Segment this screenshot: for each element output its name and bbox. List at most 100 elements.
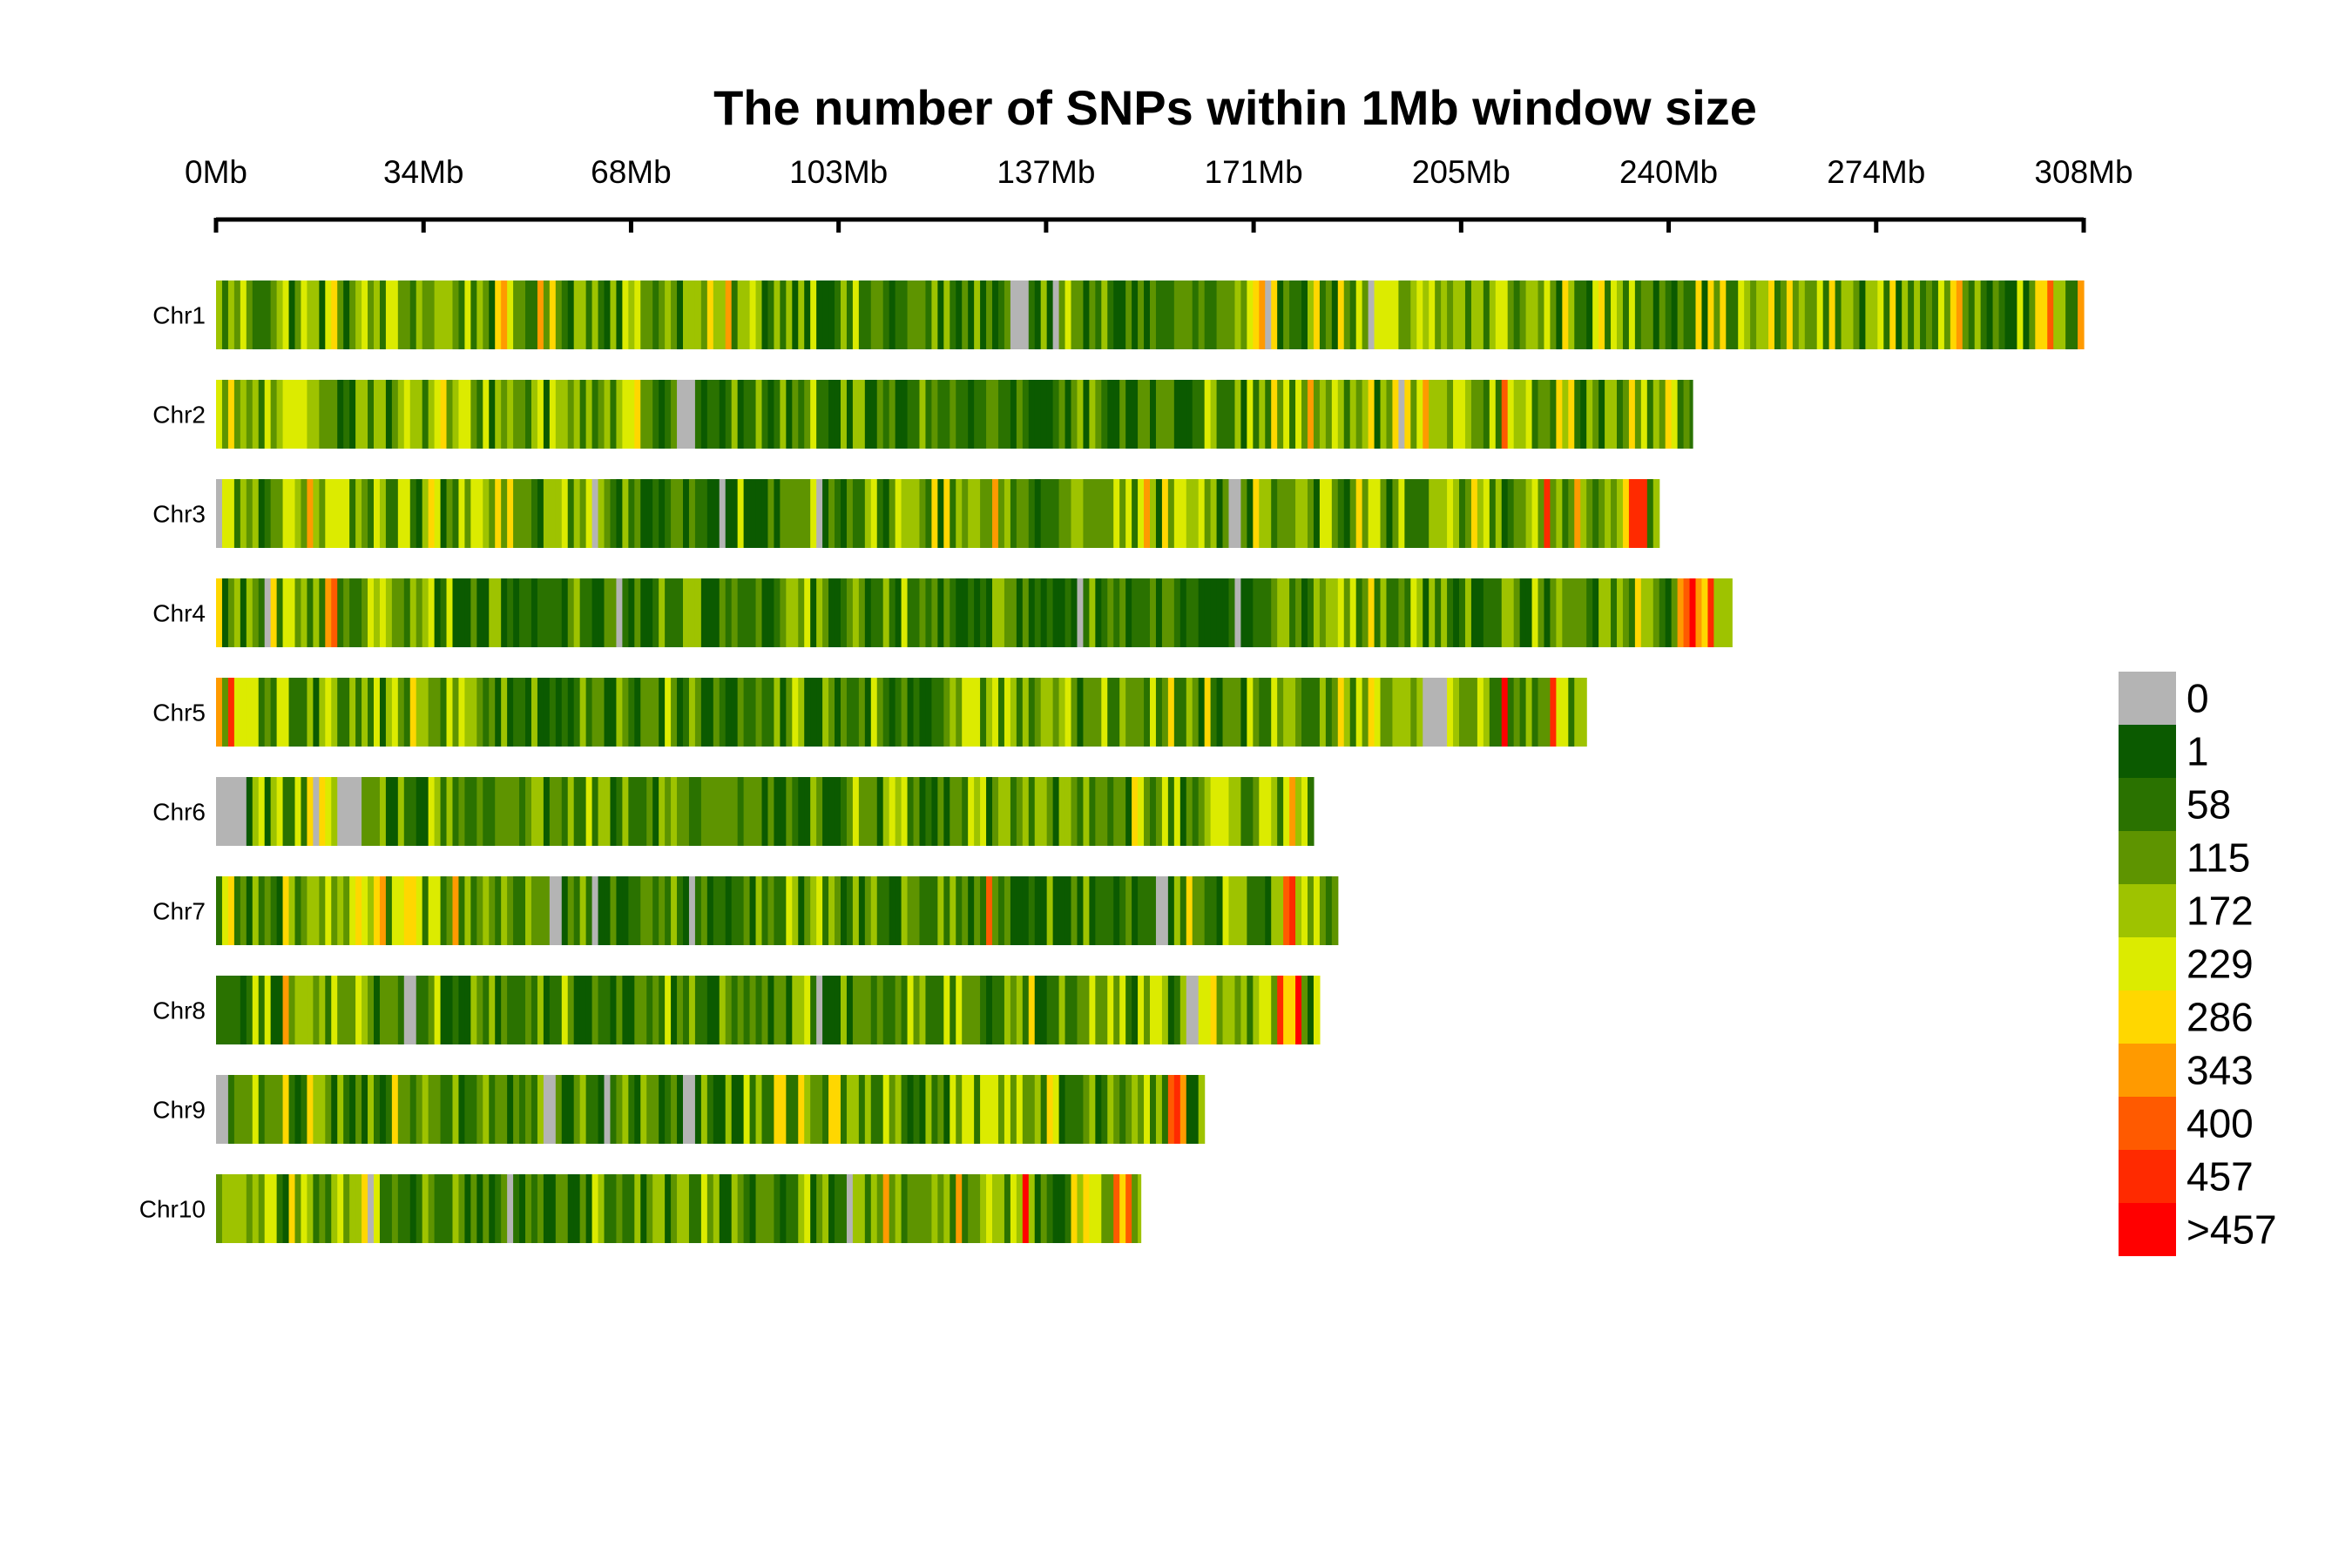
snp-window-cell <box>604 976 612 1044</box>
snp-window-cell <box>622 1075 629 1144</box>
snp-window-cell <box>440 678 448 747</box>
snp-window-cell <box>294 479 302 548</box>
snp-window-cell <box>233 876 241 945</box>
snp-window-cell <box>422 280 429 349</box>
snp-window-cell <box>446 578 454 647</box>
snp-window-cell <box>579 280 587 349</box>
snp-window-cell <box>700 479 708 548</box>
snp-window-cell <box>246 280 253 349</box>
snp-window-cell <box>1531 280 1539 349</box>
snp-window-cell <box>835 479 841 548</box>
snp-window-cell <box>567 1174 575 1243</box>
snp-window-cell <box>246 1174 253 1243</box>
snp-window-cell <box>428 380 436 449</box>
snp-window-cell <box>349 380 356 449</box>
snp-window-cell <box>1617 578 1624 647</box>
snp-window-cell <box>1210 678 1218 747</box>
snp-window-cell <box>1398 280 1405 349</box>
snp-window-cell <box>507 777 514 846</box>
snp-window-cell <box>233 976 241 1044</box>
snp-window-cell <box>513 876 520 945</box>
snp-window-cell <box>1920 280 1927 349</box>
snp-window-cell <box>501 578 508 647</box>
snp-window-cell <box>1483 280 1490 349</box>
snp-window-cell <box>1107 380 1114 449</box>
snp-window-cell <box>604 777 612 846</box>
snp-window-cell <box>276 479 284 548</box>
snp-window-cell <box>483 976 490 1044</box>
snp-window-cell <box>531 1174 538 1243</box>
snp-window-cell <box>489 876 496 945</box>
snp-window-cell <box>1568 479 1575 548</box>
snp-window-cell <box>895 380 902 449</box>
snp-window-cell <box>882 479 890 548</box>
snp-window-cell <box>962 678 969 747</box>
snp-window-cell <box>221 1075 229 1144</box>
snp-window-cell <box>543 578 551 647</box>
snp-window-cell <box>846 678 854 747</box>
snp-window-cell <box>628 777 635 846</box>
snp-window-cell <box>525 578 532 647</box>
snp-window-cell <box>974 1075 981 1144</box>
snp-window-cell <box>1083 777 1090 846</box>
snp-window-cell <box>1677 280 1685 349</box>
snp-window-cell <box>1113 1075 1120 1144</box>
snp-window-cell <box>950 976 956 1044</box>
snp-window-cell <box>495 777 502 846</box>
snp-window-cell <box>616 876 623 945</box>
snp-window-cell <box>1186 777 1193 846</box>
snp-window-cell <box>713 280 720 349</box>
snp-window-cell <box>628 380 635 449</box>
snp-window-cell <box>610 876 618 945</box>
snp-window-cell <box>1464 678 1472 747</box>
snp-window-cell <box>1980 280 1988 349</box>
snp-window-cell <box>1167 1075 1175 1144</box>
snp-window-cell <box>1150 976 1157 1044</box>
snp-window-cell <box>1337 479 1345 548</box>
snp-window-cell <box>537 380 544 449</box>
snp-window-cell <box>1101 380 1108 449</box>
snp-window-cell <box>816 777 823 846</box>
snp-window-cell <box>264 479 272 548</box>
snp-window-cell <box>391 1075 399 1144</box>
snp-window-cell <box>1101 479 1108 548</box>
snp-window-cell <box>792 876 799 945</box>
snp-window-cell <box>501 678 508 747</box>
snp-window-cell <box>1089 1075 1096 1144</box>
snp-window-cell <box>1646 380 1654 449</box>
snp-window-cell <box>1155 777 1163 846</box>
snp-window-cell <box>325 976 332 1044</box>
snp-window-cell <box>1277 479 1284 548</box>
snp-window-cell <box>307 777 314 846</box>
snp-window-cell <box>452 380 460 449</box>
snp-window-cell <box>870 479 878 548</box>
snp-window-cell <box>349 678 356 747</box>
snp-window-cell <box>992 976 999 1044</box>
snp-window-cell <box>1271 876 1278 945</box>
snp-window-cell <box>1634 280 1642 349</box>
snp-window-cell <box>391 1174 399 1243</box>
snp-window-cell <box>870 876 878 945</box>
snp-window-cell <box>422 479 429 548</box>
snp-window-cell <box>864 1075 872 1144</box>
snp-window-cell <box>835 1075 841 1144</box>
snp-window-cell <box>919 777 927 846</box>
snp-window-cell <box>956 777 963 846</box>
snp-window-cell <box>1155 479 1163 548</box>
snp-window-cell <box>846 876 854 945</box>
snp-window-cell <box>561 578 569 647</box>
snp-window-cell <box>470 280 477 349</box>
snp-window-cell <box>810 777 817 846</box>
snp-window-cell <box>1531 678 1539 747</box>
snp-window-cell <box>1798 280 1806 349</box>
snp-window-cell <box>1277 380 1284 449</box>
snp-window-cell <box>1071 777 1078 846</box>
snp-window-cell <box>1453 479 1460 548</box>
snp-window-cell <box>997 976 1005 1044</box>
snp-window-cell <box>416 380 423 449</box>
snp-window-cell <box>1701 578 1709 647</box>
snp-window-cell <box>343 380 350 449</box>
snp-window-cell <box>368 876 375 945</box>
snp-window-cell <box>1022 976 1030 1044</box>
snp-window-cell <box>1289 280 1296 349</box>
